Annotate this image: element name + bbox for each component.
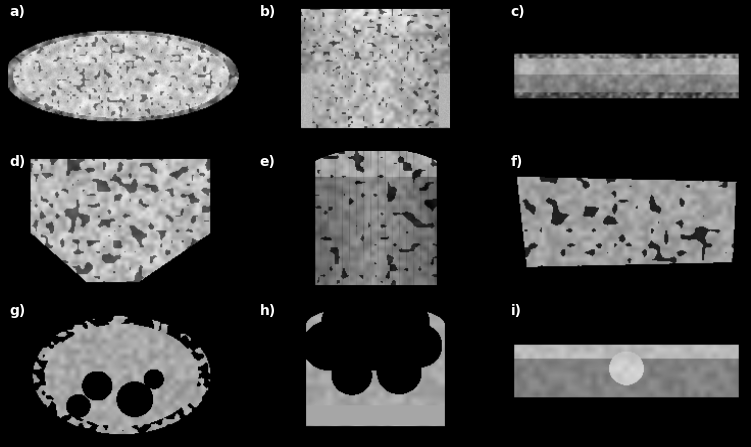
Text: e): e): [260, 155, 276, 169]
Text: c): c): [511, 5, 526, 19]
Text: a): a): [9, 5, 25, 19]
Text: i): i): [511, 304, 522, 318]
Text: g): g): [9, 304, 25, 318]
Text: d): d): [9, 155, 25, 169]
Text: f): f): [511, 155, 523, 169]
Text: b): b): [260, 5, 276, 19]
Text: h): h): [260, 304, 276, 318]
